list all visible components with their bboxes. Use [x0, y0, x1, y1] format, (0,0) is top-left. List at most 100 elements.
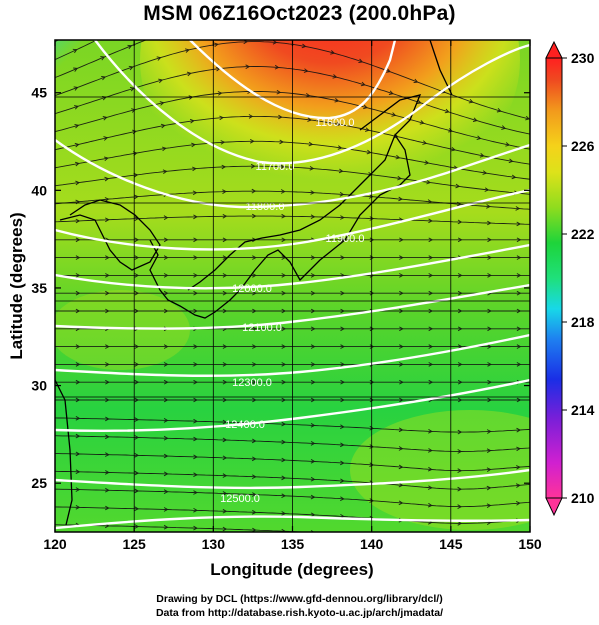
streamline-arrow — [369, 444, 375, 449]
streamline-arrow — [193, 418, 198, 424]
streamline-arrow — [516, 362, 522, 367]
streamline-arrow — [516, 326, 522, 332]
streamline-arrow — [163, 290, 169, 296]
streamline-arrow — [103, 136, 109, 141]
streamline-arrow — [428, 537, 432, 541]
streamline-arrow — [310, 290, 316, 296]
streamline-arrow — [193, 436, 198, 442]
streamline-arrow — [156, 56, 162, 61]
streamline-arrow — [307, 117, 313, 122]
streamline-arrow — [534, 148, 538, 152]
streamline-arrow — [505, 142, 511, 147]
streamline-arrow — [487, 362, 492, 367]
streamline-arrow — [468, 98, 474, 104]
streamline — [55, 41, 530, 120]
streamline-arrow — [340, 478, 345, 484]
streamline-arrow — [251, 456, 257, 462]
colorbar: 230 226 222 218 214 210 — [545, 40, 595, 517]
streamline-arrow — [369, 344, 375, 349]
streamline-arrow — [134, 379, 140, 385]
contour-labels: 11600.0 11700.0 11800.0 11900.0 12000.0 12100… — [220, 117, 364, 505]
streamline-arrow — [369, 498, 375, 503]
streamline-arrow — [399, 326, 404, 332]
streamline-arrow — [73, 67, 79, 72]
streamline-arrow — [281, 421, 287, 427]
streamline-arrow — [399, 536, 403, 540]
streamline-arrow — [248, 114, 254, 119]
streamline-arrow — [398, 427, 404, 433]
streamline-arrow — [251, 492, 257, 497]
streamline-arrow — [366, 149, 372, 155]
streamline-arrow — [516, 397, 522, 403]
contour-label: 11800.0 — [246, 201, 285, 213]
streamline-arrow — [134, 470, 140, 476]
streamline-arrow — [388, 90, 394, 95]
streamline-arrow — [515, 500, 521, 506]
streamline-arrow — [281, 379, 287, 385]
streamline-arrow — [75, 255, 81, 260]
streamline-arrow — [472, 117, 478, 122]
streamline-arrow — [252, 326, 257, 332]
streamline-arrow — [363, 104, 368, 110]
streamline-arrow — [457, 521, 463, 526]
streamline-arrow — [161, 146, 167, 152]
streamline-arrow — [184, 48, 190, 53]
streamline-arrow — [222, 344, 228, 349]
streamline-arrow — [134, 194, 139, 200]
streamline-arrow — [399, 255, 404, 260]
streamline-arrow — [336, 121, 342, 127]
streamline-arrow — [310, 397, 316, 403]
streamline-arrow — [369, 462, 375, 468]
streamline-arrow — [476, 135, 482, 141]
streamline-arrow — [398, 500, 404, 506]
height-contour — [55, 243, 530, 290]
map-plot-area: 11600.0 11700.0 11800.0 11900.0 12000.0 12100… — [55, 40, 538, 541]
streamline-arrow — [486, 467, 492, 472]
streamline-arrow — [398, 482, 404, 488]
streamline-arrow — [105, 273, 110, 278]
streamline-arrow — [191, 142, 196, 148]
streamline-arrow — [193, 273, 198, 278]
streamline-arrow — [516, 221, 522, 227]
streamline-arrow — [399, 273, 404, 278]
streamline-arrow — [186, 71, 192, 77]
streamline-arrow — [75, 237, 81, 243]
streamline-arrow — [428, 218, 433, 224]
streamline — [55, 215, 530, 225]
height-contours — [55, 40, 530, 530]
streamline — [55, 115, 530, 165]
height-contour — [94, 40, 530, 165]
y-tick-label: 25 — [31, 475, 47, 491]
streamline-arrow — [163, 524, 169, 530]
streamline-arrow — [484, 187, 490, 192]
streamline-arrow — [74, 161, 80, 167]
streamline-arrow — [163, 453, 169, 459]
streamline-arrow — [516, 273, 522, 278]
streamline-arrow — [457, 237, 463, 243]
streamline — [55, 165, 530, 195]
height-contour — [55, 515, 530, 530]
streamline-arrow — [222, 189, 227, 194]
streamline-arrow — [252, 255, 257, 260]
y-tick-label: 40 — [31, 182, 47, 198]
streamline-arrow — [486, 204, 491, 209]
x-tick-label: 130 — [202, 536, 226, 552]
streamline-arrow — [134, 362, 140, 367]
streamline-arrow — [193, 344, 198, 349]
streamline-arrow — [251, 438, 257, 444]
streamline-arrow — [252, 290, 257, 296]
colorbar-tick-label: 218 — [571, 314, 595, 330]
streamline-arrow — [310, 214, 316, 220]
streamline-arrow — [399, 237, 404, 243]
streamline-arrow — [310, 190, 316, 195]
credits: Drawing by DCL (https://www.gfd-dennou.o… — [0, 592, 599, 620]
streamline-arrow — [252, 273, 257, 278]
streamline-arrow — [496, 107, 502, 113]
streamline-arrow — [252, 308, 257, 314]
streamline-arrow — [281, 362, 287, 367]
streamline-arrow — [163, 215, 169, 220]
streamline-arrow — [457, 344, 463, 349]
streamline-arrow — [222, 255, 228, 260]
streamline-arrow — [391, 112, 397, 117]
